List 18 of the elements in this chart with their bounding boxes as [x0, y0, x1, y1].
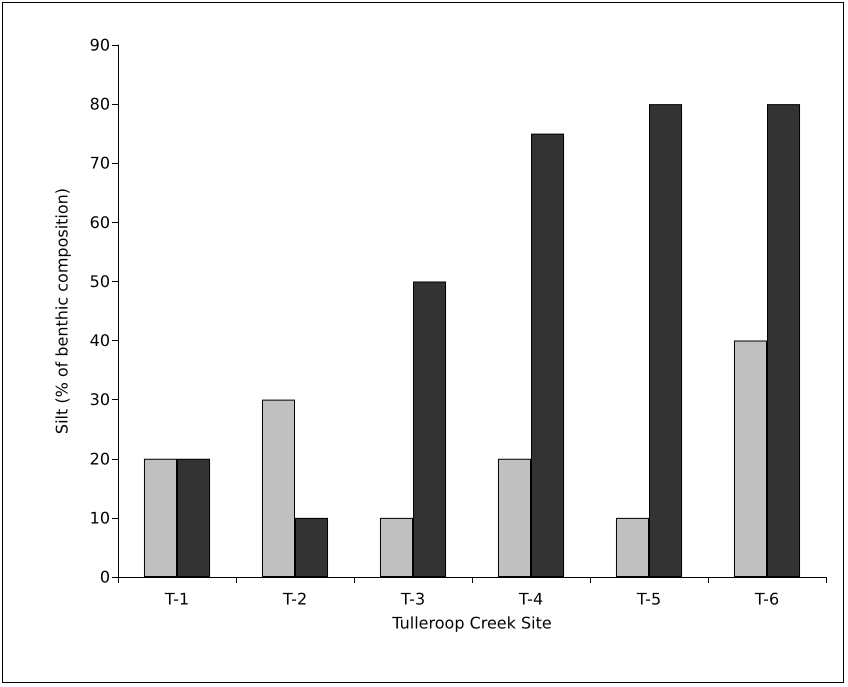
x-tick-label: T-6 — [754, 590, 780, 608]
y-tick-label: 20 — [90, 449, 110, 468]
y-axis-title: Silt (% of benthic composition) — [52, 188, 72, 434]
y-tick-label: 40 — [90, 331, 110, 350]
x-tick-label: T-4 — [518, 590, 544, 608]
x-tick-label: T-2 — [282, 590, 308, 608]
x-tick-label: T-5 — [636, 590, 662, 608]
y-tick-label: 0 — [100, 568, 110, 586]
y-tick-label: 60 — [90, 212, 110, 232]
y-tick-label: 90 — [90, 36, 110, 54]
x-tick-label: T-1 — [164, 590, 190, 608]
y-tick-label: 30 — [90, 390, 110, 410]
y-tick-label: 10 — [90, 508, 110, 528]
x-axis-title: Tulleroop Creek Site — [391, 614, 552, 632]
y-tick-label: 80 — [90, 94, 110, 114]
y-tick-label: 50 — [90, 272, 110, 291]
x-tick-label: T-3 — [400, 590, 426, 608]
y-tick-label: 70 — [90, 154, 110, 173]
